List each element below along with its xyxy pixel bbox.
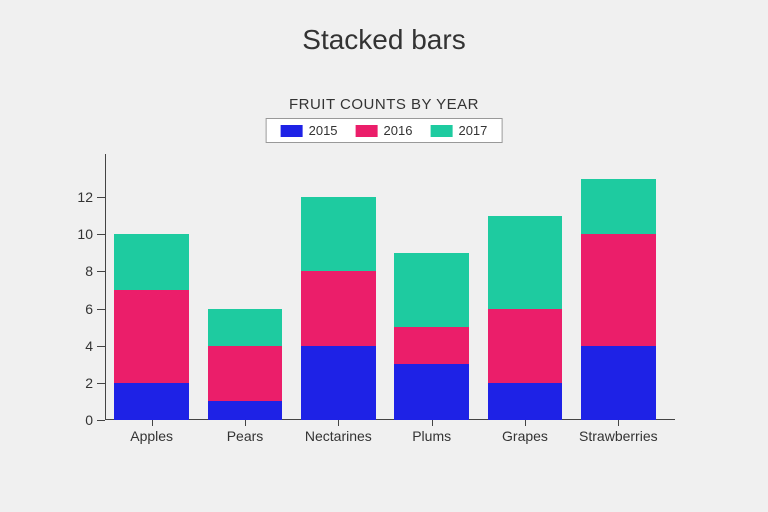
y-tick — [97, 346, 105, 347]
y-tick-label: 4 — [85, 338, 93, 354]
bar-segment — [581, 346, 656, 420]
y-tick-label: 8 — [85, 263, 93, 279]
plot-area: ApplesPearsNectarinesPlumsGrapesStrawber… — [105, 160, 665, 420]
bar-segment — [394, 253, 469, 327]
y-tick — [97, 234, 105, 235]
x-tick — [245, 420, 246, 426]
legend-swatch — [356, 125, 378, 137]
bar-segment — [114, 383, 189, 420]
bar-segment — [208, 309, 283, 346]
legend-label: 2017 — [458, 123, 487, 138]
y-tick — [97, 420, 105, 421]
bar-segment — [488, 383, 563, 420]
legend-swatch — [281, 125, 303, 137]
bar-segment — [114, 290, 189, 383]
x-tick-label: Apples — [130, 428, 173, 444]
y-tick — [97, 383, 105, 384]
x-tick-label: Grapes — [502, 428, 548, 444]
bar-segment — [208, 346, 283, 402]
bar-segment — [581, 179, 656, 235]
bar-segment — [208, 401, 283, 420]
bar-segment — [301, 346, 376, 420]
bars-container: ApplesPearsNectarinesPlumsGrapesStrawber… — [105, 160, 665, 420]
x-tick-label: Plums — [412, 428, 451, 444]
bar-segment — [394, 364, 469, 420]
bar-segment — [301, 197, 376, 271]
x-tick — [618, 420, 619, 426]
bar-segment — [301, 271, 376, 345]
chart-page: Stacked bars FRUIT COUNTS BY YEAR 201520… — [0, 0, 768, 512]
bar-segment — [394, 327, 469, 364]
y-tick-label: 6 — [85, 301, 93, 317]
x-tick-label: Pears — [227, 428, 264, 444]
y-tick-label: 2 — [85, 375, 93, 391]
x-tick-label: Strawberries — [579, 428, 658, 444]
bar-segment — [488, 216, 563, 309]
legend-item: 2016 — [356, 123, 413, 138]
bar-segment — [488, 309, 563, 383]
legend-item: 2017 — [430, 123, 487, 138]
page-title: Stacked bars — [0, 24, 768, 56]
x-tick — [338, 420, 339, 426]
x-tick — [525, 420, 526, 426]
bar-segment — [114, 234, 189, 290]
y-tick — [97, 197, 105, 198]
y-tick — [97, 309, 105, 310]
y-tick-label: 0 — [85, 412, 93, 428]
bar-segment — [581, 234, 656, 345]
y-tick-label: 10 — [77, 226, 93, 242]
legend-label: 2016 — [384, 123, 413, 138]
legend: 2015 2016 2017 — [266, 118, 503, 143]
y-tick — [97, 271, 105, 272]
legend-label: 2015 — [309, 123, 338, 138]
x-tick — [152, 420, 153, 426]
x-tick — [432, 420, 433, 426]
chart-subtitle: FRUIT COUNTS BY YEAR — [0, 96, 768, 113]
legend-swatch — [430, 125, 452, 137]
y-tick-label: 12 — [77, 189, 93, 205]
legend-item: 2015 — [281, 123, 338, 138]
x-tick-label: Nectarines — [305, 428, 372, 444]
